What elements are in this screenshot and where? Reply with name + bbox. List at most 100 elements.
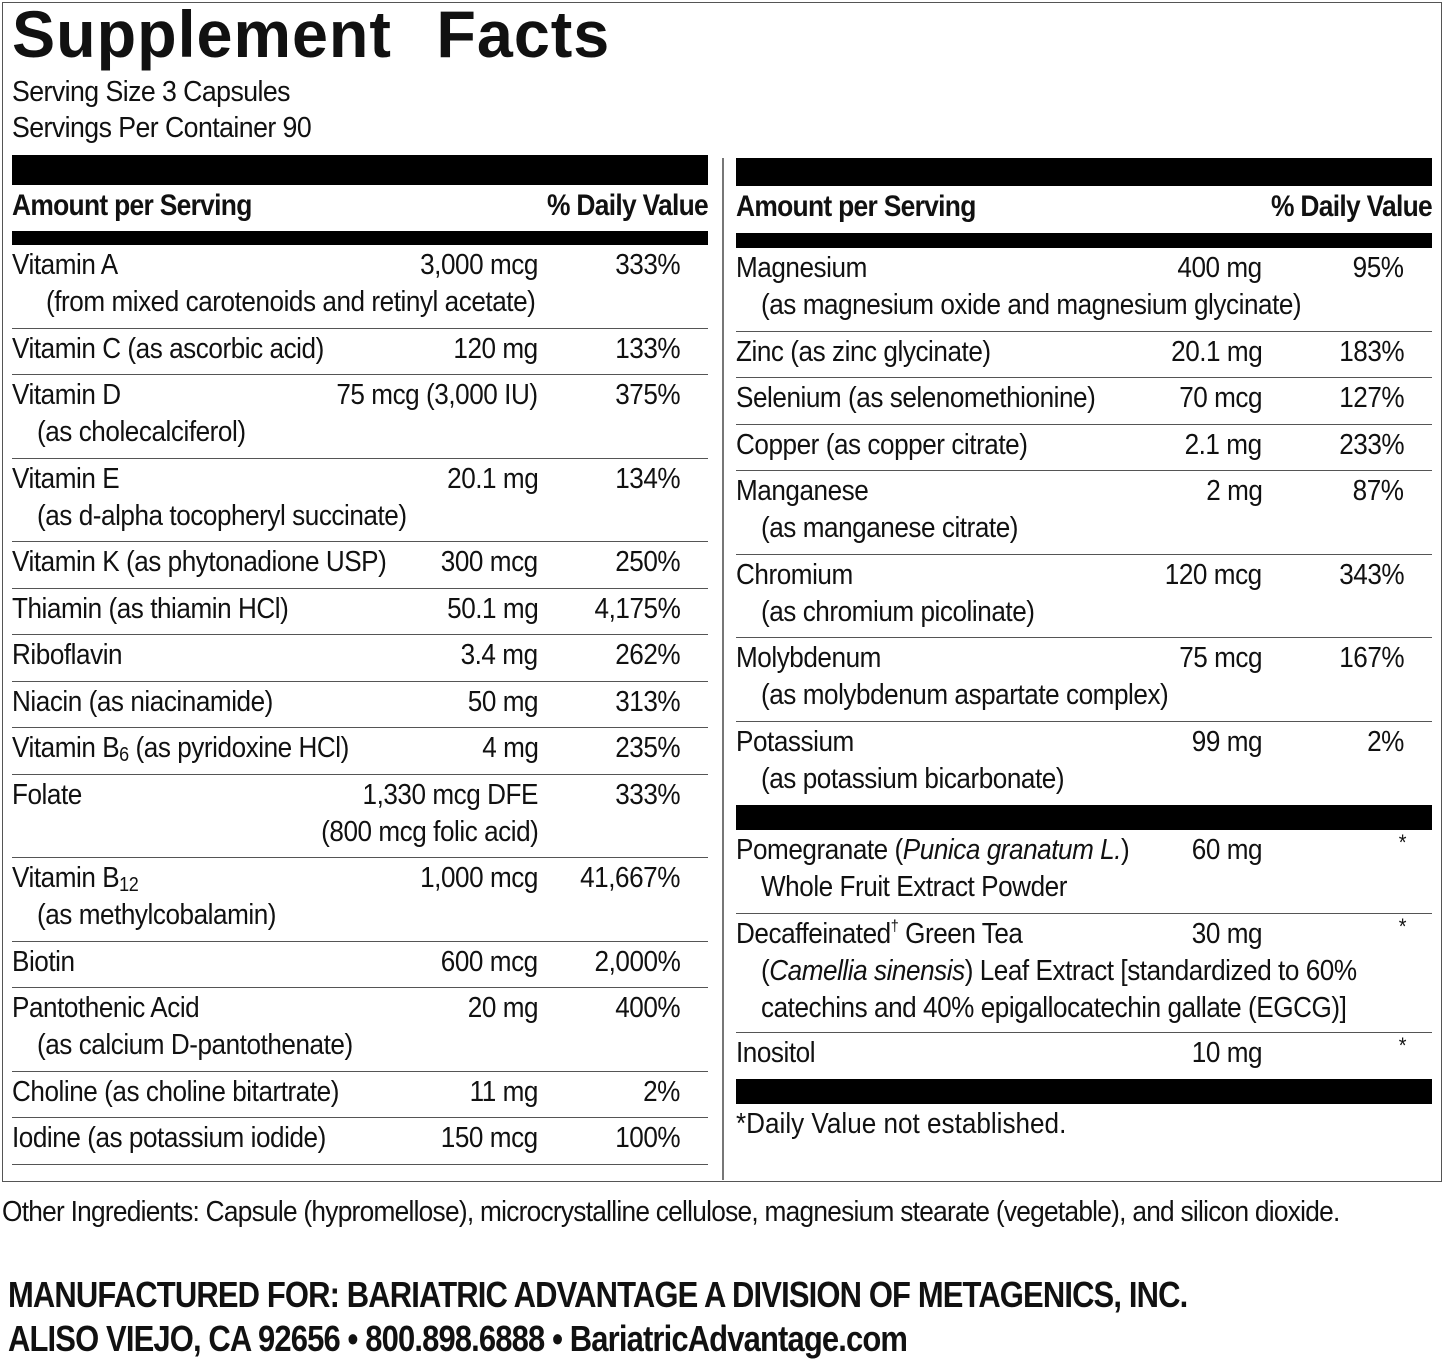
text-segment: (as magnesium oxide and magnesium glycin… xyxy=(761,289,1302,321)
amount-per-serving-label: Amount per Serving xyxy=(12,189,252,222)
text-segment: Choline (as choline bitartrate) xyxy=(12,1075,339,1108)
daily-value-percent: 2,000% xyxy=(594,945,680,978)
nutrient-source: catechins and 40% epigallocatechin galla… xyxy=(761,991,1347,1025)
nutrient-amount: 300 mcg xyxy=(441,546,538,578)
nutrient-name: Niacin (as niacinamide) xyxy=(12,686,273,719)
text-segment: Pomegranate ( xyxy=(736,834,903,866)
manufacturer-line: MANUFACTURED FOR: BARIATRIC ADVANTAGE A … xyxy=(8,1274,1188,1315)
daily-value-percent: 133% xyxy=(615,332,680,365)
nutrient-row: Choline (as choline bitartrate) 11 mg 2% xyxy=(12,1072,708,1118)
nutrient-row: Selenium (as selenomethionine) 70 mcg 127% xyxy=(736,378,1432,425)
text-segment: Vitamin E xyxy=(12,462,120,495)
nutrient-name: Molybdenum xyxy=(736,642,881,675)
nutrient-name: Pantothenic Acid xyxy=(12,992,200,1025)
daily-value-percent: 313% xyxy=(615,685,680,718)
daily-value-percent: 134% xyxy=(615,462,680,495)
nutrient-name: Biotin xyxy=(12,946,75,979)
daily-value-percent: 400% xyxy=(615,992,680,1024)
nutrient-name: Copper (as copper citrate) xyxy=(736,428,1028,462)
daily-value-percent: 2% xyxy=(1367,725,1404,758)
nutrient-name: Manganese xyxy=(736,475,869,508)
nutrient-row: Chromium 120 mcg 343% (as chromium picolina… xyxy=(736,555,1432,638)
text-segment: (as methylcobalamin) xyxy=(37,899,277,931)
column-header: Amount per Serving % Daily Value xyxy=(12,185,709,231)
thick-bar xyxy=(736,233,1432,248)
text-segment: (as molybdenum aspartate complex) xyxy=(761,679,1169,711)
nutrient-amount: 75 mcg (3,000 IU) xyxy=(336,379,539,411)
daily-value-percent: 235% xyxy=(615,732,680,764)
text-segment: Molybdenum xyxy=(736,642,881,674)
nutrient-amount: 11 mg xyxy=(469,1075,539,1108)
daily-value-percent: 343% xyxy=(1339,558,1404,591)
nutrient-amount: 4 mg xyxy=(481,732,539,764)
nutrient-row: Pantothenic Acid 20 mg 400% (as calcium D-p… xyxy=(12,988,708,1072)
nutrient-amount: 50 mg xyxy=(467,685,539,718)
nutrient-amount: 70 mcg xyxy=(1179,382,1262,414)
dagger-mark: † xyxy=(890,917,899,935)
text-segment: (as d-alpha tocopheryl succinate) xyxy=(37,499,407,532)
nutrient-row: Magnesium 400 mg 95% (as magnesium oxide an… xyxy=(736,248,1432,332)
amount-per-serving-label: Amount per Serving xyxy=(736,190,976,223)
text-segment: Chromium xyxy=(736,558,853,591)
italic-text: Punica granatum L. xyxy=(902,834,1122,866)
text-segment: Pantothenic Acid xyxy=(12,992,200,1024)
text-segment: Vitamin C (as ascorbic acid) xyxy=(12,332,324,365)
subscript: 12 xyxy=(119,874,139,896)
nutrient-amount: 30 mg xyxy=(1191,917,1263,950)
nutrient-name: Decaffeinated† Green Tea xyxy=(736,917,1023,951)
daily-value-percent: 250% xyxy=(615,546,680,578)
thick-bar xyxy=(736,1079,1432,1104)
serving-size: Serving Size 3 Capsules xyxy=(12,76,291,108)
text-segment: Vitamin A xyxy=(12,249,118,281)
nutrient-amount: 2 mg xyxy=(1205,475,1263,507)
text-segment: Vitamin K (as phytonadione USP) xyxy=(12,546,387,578)
text-segment: Vitamin B xyxy=(12,862,120,894)
nutrient-row: Vitamin B12 1,000 mcg 41,667% (as methylcob… xyxy=(12,858,708,942)
daily-value-percent: 333% xyxy=(615,778,680,811)
text-segment: Copper (as copper citrate) xyxy=(736,428,1028,461)
text-segment: Decaffeinated xyxy=(736,917,891,950)
manufacturer-contact: ALISO VIEJO, CA 92656 • 800.898.6888 • B… xyxy=(8,1318,908,1359)
daily-value-percent: 87% xyxy=(1353,475,1404,507)
nutrient-row: Biotin 600 mcg 2,000% xyxy=(12,942,708,988)
daily-value-percent: 127% xyxy=(1339,382,1404,414)
daily-value-footnote: *Daily Value not established. xyxy=(736,1108,1067,1140)
text-segment: (from mixed carotenoids and retinyl acet… xyxy=(46,286,536,318)
text-segment: (as manganese citrate) xyxy=(761,512,1019,544)
daily-value-asterisk: * xyxy=(1398,1032,1407,1058)
text-segment: ) xyxy=(1121,834,1130,866)
left-column: Amount per Serving % Daily Value Vitamin… xyxy=(12,155,709,1165)
nutrient-row: Vitamin E 20.1 mg 134% (as d-alpha tocopher… xyxy=(12,459,708,542)
nutrient-amount: 150 mcg xyxy=(441,1122,538,1154)
text-segment: Manganese xyxy=(736,475,869,507)
daily-value-percent: 167% xyxy=(1339,642,1404,674)
nutrient-row: Riboflavin 3.4 mg 262% xyxy=(12,635,708,682)
text-segment: (as cholecalciferol) xyxy=(37,416,246,448)
text-segment: (as pyridoxine HCl) xyxy=(128,732,350,764)
daily-value-percent: 2% xyxy=(643,1075,680,1108)
nutrient-row: Vitamin B6 (as pyridoxine HCl) 4 mg 235% xyxy=(12,728,708,775)
nutrient-source: (as cholecalciferol) xyxy=(37,416,246,449)
nutrient-row: Zinc (as zinc glycinate) 20.1 mg 183% xyxy=(736,332,1432,378)
daily-value-percent: 183% xyxy=(1339,335,1404,368)
text-segment: Selenium (as selenomethionine) xyxy=(736,382,1096,414)
nutrient-amount: 20 mg xyxy=(467,992,539,1024)
nutrient-name: Vitamin C (as ascorbic acid) xyxy=(12,333,324,366)
nutrient-source: (as d-alpha tocopheryl succinate) xyxy=(37,500,407,533)
nutrient-amount: 50.1 mg xyxy=(446,592,539,625)
nutrient-name: Vitamin B12 xyxy=(12,862,139,897)
nutrient-name: Folate xyxy=(12,779,82,812)
text-segment: Vitamin D xyxy=(12,379,121,411)
nutrient-row: Inositol 10 mg * xyxy=(736,1033,1432,1080)
nutrient-amount: 99 mg xyxy=(1191,725,1263,758)
nutrient-source: (as molybdenum aspartate complex) xyxy=(761,679,1169,712)
italic-text: Camellia sinensis xyxy=(769,954,965,987)
nutrient-name: Choline (as choline bitartrate) xyxy=(12,1076,339,1109)
nutrient-source: (from mixed carotenoids and retinyl acet… xyxy=(46,286,536,319)
nutrient-amount: 600 mcg xyxy=(441,945,538,978)
text-segment: catechins and 40% epigallocatechin galla… xyxy=(761,991,1347,1024)
daily-value-percent: 41,667% xyxy=(580,862,680,894)
nutrient-name: Magnesium xyxy=(736,252,867,285)
text-segment: (as potassium bicarbonate) xyxy=(761,762,1065,795)
daily-value-percent: 100% xyxy=(615,1122,680,1154)
